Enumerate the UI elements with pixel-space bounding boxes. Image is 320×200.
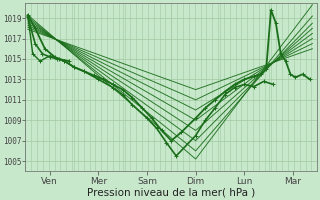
X-axis label: Pression niveau de la mer( hPa ): Pression niveau de la mer( hPa ) — [87, 187, 255, 197]
